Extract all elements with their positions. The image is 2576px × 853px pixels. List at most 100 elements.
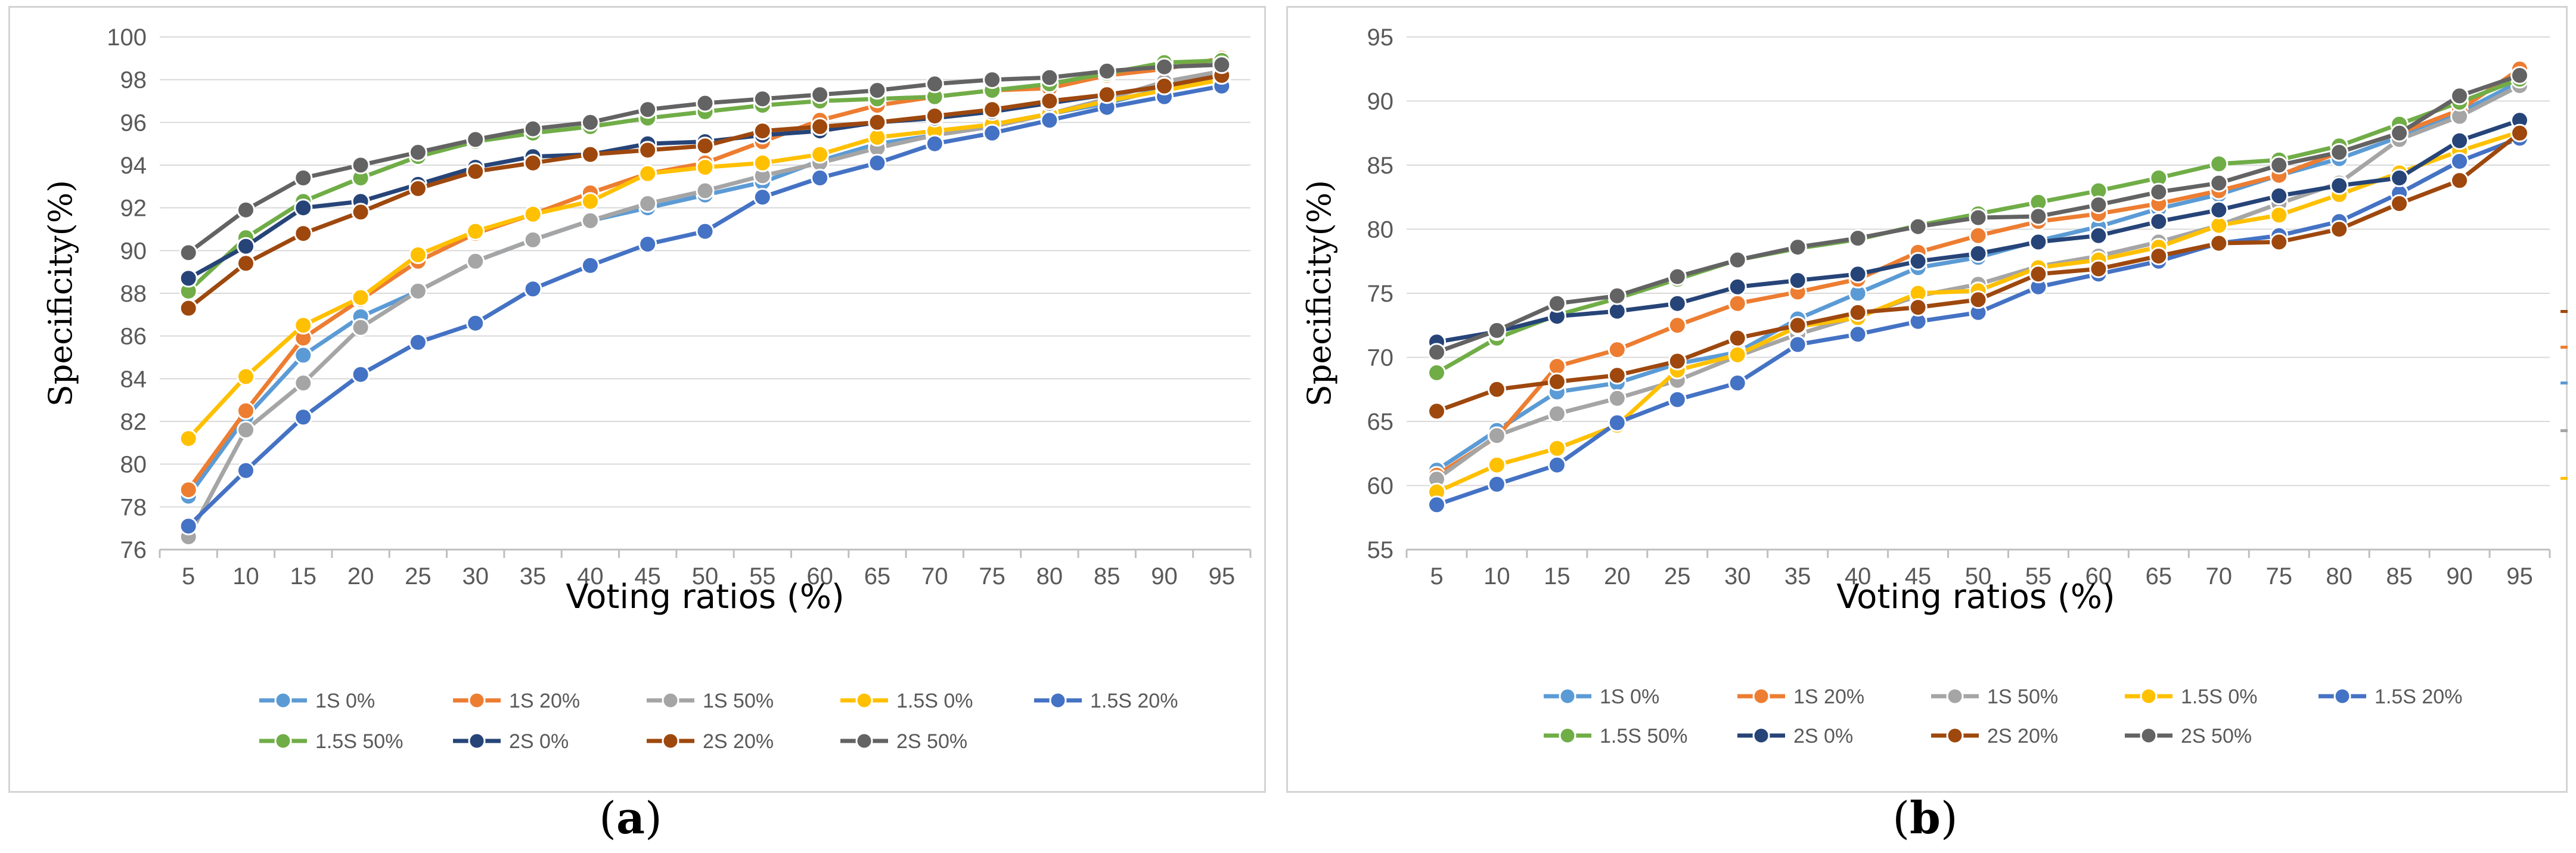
panel-a-x-tick-label: 50	[692, 563, 719, 590]
panel-b-series-8-point	[2270, 156, 2289, 175]
panel-b-series-6-point	[1848, 265, 1867, 284]
panel-a-x-tick-label: 5	[182, 563, 195, 590]
panel-b-legend-swatch-marker	[1752, 727, 1770, 745]
panel-b-series-8-point	[2330, 143, 2349, 162]
panel-b-x-tick-label: 25	[1664, 563, 1691, 590]
panel-b-legend-swatch-marker	[1559, 687, 1576, 705]
panel-a-y-tick-label: 96	[120, 110, 147, 136]
panel-b-series-2-point	[1487, 426, 1506, 445]
panel-b-x-tick-label: 75	[2265, 563, 2292, 590]
panel-a-x-tick-label: 10	[232, 563, 259, 590]
panel-b-x-tick-label: 50	[1965, 563, 1992, 590]
panel-b-y-tick-label: 60	[1367, 473, 1394, 500]
panel-b-x-tick-label: 30	[1724, 563, 1751, 590]
panel-a-x-tick-label: 90	[1151, 563, 1178, 590]
panel-a-x-tick-label: 45	[634, 563, 661, 590]
panel-b-series-7-point	[2450, 171, 2469, 190]
panel-b-series-4-point	[1668, 390, 1687, 409]
panel-a-legend-swatch-marker	[855, 691, 873, 709]
panel-a-series-7-point	[1155, 76, 1174, 95]
panel-a-series-4-point	[466, 314, 485, 333]
panel-a-series-3-point	[351, 288, 370, 307]
panel-b-x-tick-label: 45	[1905, 563, 1932, 590]
panel-b-series-3-point	[1547, 439, 1566, 458]
panel-b-legend-swatch-marker	[2333, 687, 2351, 705]
panel-a-series-8-point	[523, 119, 542, 138]
panel-b-series-8-point	[2029, 207, 2048, 226]
panel-b-series-4-point	[1848, 325, 1867, 344]
panel-b-series-6-point	[2450, 131, 2469, 150]
panel-b-y-tick-label: 85	[1367, 153, 1394, 179]
panel-a-series-4-point	[581, 256, 600, 275]
panel-b-series-4-point	[1427, 495, 1446, 514]
panel-b-series-7-point	[2089, 259, 2108, 278]
panel-b-series-1-point	[1969, 226, 1988, 245]
panel-a-series-4-point	[983, 123, 1002, 142]
panel-a-y-tick-label: 90	[120, 238, 147, 264]
panel-a-x-tick-label: 30	[462, 563, 489, 590]
panel-a-series-7-point	[294, 224, 313, 243]
panel-b-series-4-point	[1788, 335, 1807, 354]
panel-a-series-4-point	[696, 222, 715, 241]
panel-b-legend-label: 1.5S 0%	[2181, 685, 2258, 708]
panel-a-legend-label: 2S 20%	[703, 730, 774, 753]
panel-b-y-axis-title: Specificity(%)	[1301, 180, 1338, 407]
panel-a-legend-label: 1.5S 50%	[315, 730, 403, 753]
panel-b-series-6-point	[1728, 277, 1747, 296]
panel-a-series-8-point	[351, 156, 370, 175]
panel-b-legend-label: 2S 20%	[1987, 725, 2058, 747]
panel-a-series-3-point	[179, 429, 198, 448]
panel-a-series-4-point	[811, 169, 830, 187]
panel-b-x-tick-label: 35	[1784, 563, 1811, 590]
panel-b-x-tick-label: 80	[2326, 563, 2352, 590]
panel-a-legend-label: 1S 20%	[509, 690, 580, 712]
panel-b-x-axis-title: Voting ratios (%)	[1836, 578, 2115, 616]
panel-a-series-3-point	[408, 246, 427, 264]
panel-b-series-4-point	[1487, 474, 1506, 494]
panel-a-legend-swatch-marker	[1049, 691, 1067, 709]
panel-a-series-2-point	[466, 252, 485, 271]
panel-b-series-3-point	[2270, 206, 2289, 225]
panel-a-series-8-point	[753, 89, 772, 108]
panel-a-series-8-point	[811, 85, 830, 104]
panel-a-series-8-point	[868, 81, 887, 100]
panel-a-series-3-point	[523, 204, 542, 224]
panel-a-series-7-point	[523, 153, 542, 172]
panel-b-series-7-point	[2330, 220, 2349, 238]
panel-b-legend-label: 1S 0%	[1600, 685, 1659, 708]
panel-b-series-6-point	[2029, 232, 2048, 252]
panel-b-series-line-7	[1435, 131, 2522, 414]
panel-b-frame	[1286, 6, 2568, 793]
panel-b-series-6-point	[2390, 169, 2409, 187]
panel-b-series-7-point	[1607, 366, 1627, 385]
panel-b-series-5-point	[2209, 154, 2229, 173]
panel-b-series-5-point	[1427, 363, 1446, 382]
panel-b-x-tick-label: 85	[2386, 563, 2413, 590]
panel-a-x-tick-label: 55	[749, 563, 776, 590]
panel-a-series-6-point	[294, 198, 313, 218]
panel-a-series-2-point	[351, 318, 370, 337]
panel-a-x-tick-label: 15	[290, 563, 317, 590]
panel-a-x-axis-title: Voting ratios (%)	[566, 578, 845, 616]
panel-b-x-tick-label: 55	[2025, 563, 2052, 590]
panel-a-series-3-point	[294, 316, 313, 335]
panel-a-series-4-point	[638, 235, 657, 254]
panel-a-series-4-point	[294, 408, 313, 427]
panel-a-series-7-point	[925, 107, 944, 126]
panel-b-series-8-point	[2450, 86, 2469, 106]
panel-a-series-4-point	[179, 517, 198, 536]
panel-b-series-8-point	[1728, 250, 1747, 269]
panel-a-series-1-point	[179, 480, 198, 500]
panel-a-series-2-point	[696, 181, 715, 200]
panel-b-series-line-1	[1435, 67, 2522, 477]
panel-a-series-7-point	[581, 145, 600, 164]
panel-b-series-7-point	[2270, 232, 2289, 252]
panel-b-legend-label: 1.5S 20%	[2375, 685, 2462, 708]
panel-a-y-tick-label: 88	[120, 281, 147, 307]
panel-b-series-8-point	[2390, 123, 2409, 142]
panel-b-x-tick-label: 70	[2206, 563, 2233, 590]
panel-b-series-4-point	[2450, 152, 2469, 171]
panel-b-series-1-point	[1728, 294, 1747, 313]
panel-b-series-8-point	[1969, 208, 1988, 227]
panel-a-series-3-point	[753, 153, 772, 172]
